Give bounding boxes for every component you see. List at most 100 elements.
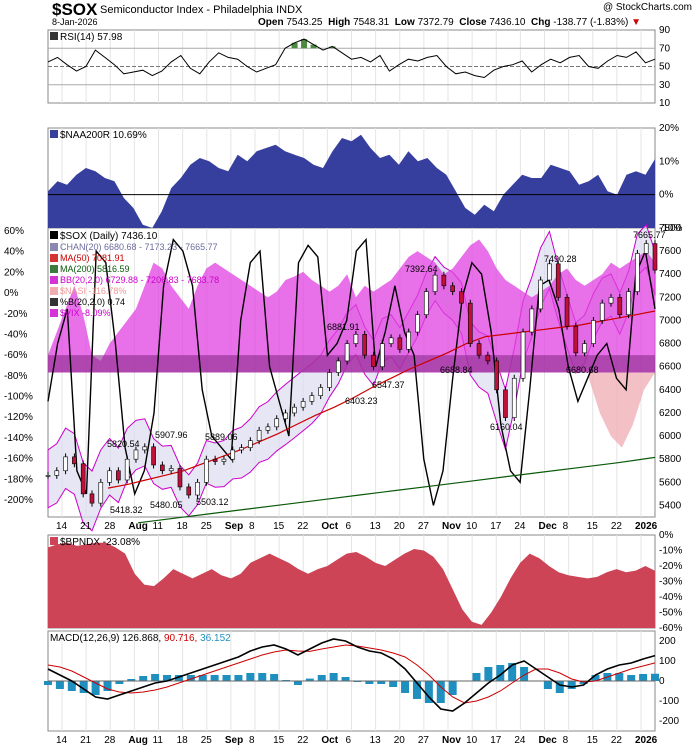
macd-histogram-bar: [127, 679, 136, 681]
rsi-overbought-fill: [301, 39, 308, 49]
macd-histogram-bar: [591, 675, 600, 681]
symbol: $SOX: [52, 0, 98, 19]
price-annotation: 7392.64: [405, 264, 438, 274]
macd-tick: 100: [659, 656, 676, 667]
x-axis-label: 24: [514, 735, 526, 746]
price-candle-body: [239, 447, 244, 451]
price-candle-body: [186, 486, 192, 496]
price-candle-body: [441, 274, 447, 287]
price-candle-body: [450, 285, 455, 292]
macd-hist-value: 36.152: [200, 633, 231, 644]
price-candle-body: [626, 291, 631, 315]
price-annotation: 5889.06: [205, 432, 238, 442]
price-tick-right: 6400: [659, 385, 682, 396]
price-candle-body: [353, 334, 359, 344]
x-axis-label: 18: [177, 735, 189, 746]
macd-histogram-bar: [151, 674, 160, 681]
price-tick-right: 7400: [659, 269, 682, 280]
x-axis-label: 20: [394, 521, 406, 532]
exchange: INDX: [276, 4, 303, 16]
price-candle-body: [168, 468, 174, 472]
price-candle-body: [415, 314, 420, 333]
vix-area: [48, 239, 655, 373]
low-label: Low: [394, 17, 415, 28]
x-axis-label: 6: [346, 735, 352, 746]
price-tick-left: -120%: [4, 412, 33, 423]
price-candle-body: [547, 263, 552, 281]
price-tick-left: -140%: [4, 433, 33, 444]
macd-histogram-bar: [55, 681, 64, 689]
price-tick-right: 5400: [659, 500, 682, 511]
x-axis-label: Oct: [321, 735, 338, 746]
chg-label: Chg: [531, 17, 551, 28]
price-candle-body: [204, 458, 209, 483]
price-candle-body: [107, 470, 112, 483]
macd-histogram-bar: [651, 673, 659, 681]
x-axis-label: 11: [153, 521, 164, 532]
price-tick-left: -200%: [4, 495, 33, 506]
price-candle-body: [608, 297, 614, 304]
price-candle-body: [423, 291, 429, 315]
price-candle-body: [274, 418, 280, 428]
price-candle-body: [643, 243, 649, 254]
x-axis-label: 14: [56, 521, 68, 532]
macd-histogram-bar: [555, 681, 564, 693]
price-candle-body: [336, 360, 341, 373]
x-axis-label: 2026: [635, 735, 658, 746]
bpndx-area: [48, 542, 655, 628]
macd-tick: -200: [659, 716, 679, 727]
bpndx-tick: 0%: [659, 530, 674, 541]
x-axis-label: 21: [80, 521, 92, 532]
price-candle-body: [485, 354, 491, 362]
security-name: Semiconductor Index - Philadelphia INDX: [100, 4, 302, 16]
price-candle-body: [142, 446, 148, 451]
macd-histogram-bar: [198, 675, 207, 681]
price-tick-right: 5800: [659, 454, 682, 465]
naa200r-tick: 10%: [659, 156, 679, 167]
rsi-overbought-fill: [329, 46, 336, 49]
rsi-tick: 90: [659, 25, 671, 36]
macd-histogram-bar: [639, 674, 648, 681]
price-candle-body: [397, 337, 403, 350]
macd-histogram-bar: [174, 675, 183, 681]
price-tick-left: -100%: [4, 392, 33, 403]
x-axis-label: Aug: [128, 735, 147, 746]
close-label: Close: [459, 17, 487, 28]
x-axis-label: 25: [201, 521, 213, 532]
macd-title-text: MACD(12,26,9): [50, 633, 122, 644]
chart-date: 8-Jan-2026: [52, 17, 98, 27]
macd-histogram-bar: [401, 681, 410, 693]
price-candle-body: [511, 377, 517, 418]
price-candle-body: [63, 456, 68, 472]
price-tick-left: -20%: [4, 309, 27, 320]
macd-histogram-bar: [139, 676, 148, 681]
price-candle-body: [195, 482, 200, 496]
x-axis-label: 17: [490, 735, 502, 746]
macd-tick: -100: [659, 696, 679, 707]
price-tick-right: 7200: [659, 292, 682, 303]
price-candle-body: [80, 463, 86, 495]
legend-entry: $VIX -8.09%: [60, 308, 111, 318]
price-annotation: 5480.05: [150, 500, 183, 510]
x-axis-label: 28: [104, 521, 116, 532]
macd-histogram-bar: [377, 681, 386, 684]
x-axis-label: 10: [466, 521, 478, 532]
x-axis-label: 27: [418, 521, 430, 532]
x-axis-label: 13: [370, 521, 382, 532]
macd-histogram-bar: [305, 678, 314, 681]
price-candle-body: [292, 406, 297, 414]
price-annotation: 5907.96: [155, 430, 188, 440]
macd-histogram-bar: [115, 681, 124, 684]
macd-histogram-bar: [103, 681, 112, 691]
macd-value: 126.868,: [122, 633, 164, 644]
price-candle-body: [520, 331, 526, 379]
legend-swatch: [50, 287, 58, 295]
price-tick-left: 40%: [4, 247, 24, 258]
chg-value: -138.77 (-1.83%): [553, 17, 629, 28]
legend-swatch: [50, 309, 58, 317]
x-axis-label: 8: [563, 735, 569, 746]
legend-entry: MA(50) 7081.91: [60, 253, 125, 263]
rsi-tick: 70: [659, 43, 671, 54]
price-candle-body: [344, 343, 350, 362]
macd-histogram-bar: [412, 681, 421, 699]
